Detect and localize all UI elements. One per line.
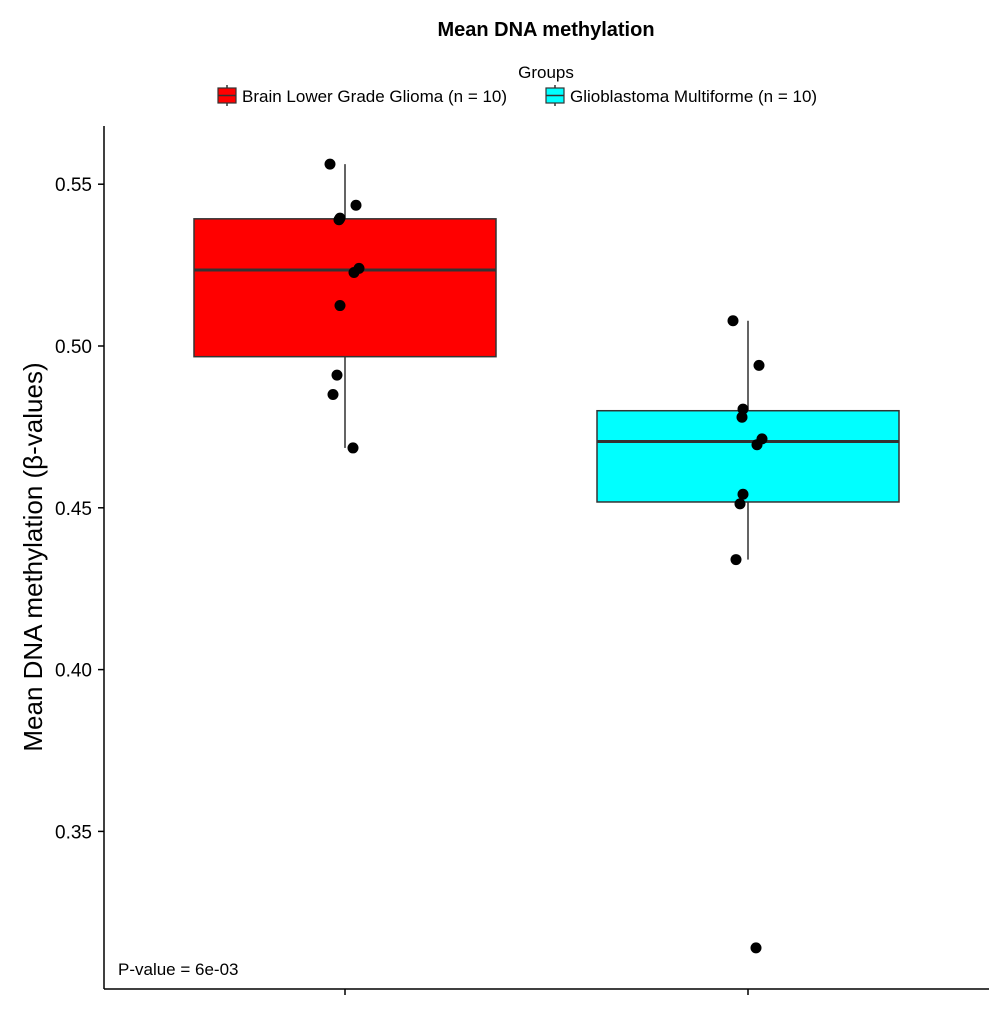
data-point bbox=[753, 359, 765, 371]
data-point bbox=[737, 488, 749, 500]
box-group-1 bbox=[193, 158, 497, 454]
y-tick-label: 0.55 bbox=[55, 175, 92, 196]
y-tick-label: 0.50 bbox=[55, 337, 92, 358]
data-point bbox=[734, 498, 746, 510]
data-point bbox=[350, 199, 362, 211]
legend-entry-2: Glioblastoma Multiforme (n = 10) bbox=[545, 85, 817, 106]
legend-label-2: Glioblastoma Multiforme (n = 10) bbox=[570, 87, 817, 106]
data-point bbox=[736, 411, 748, 423]
box-group-2 bbox=[596, 315, 900, 954]
legend: Groups Brain Lower Grade Glioma (n = 10)… bbox=[217, 63, 817, 106]
data-point bbox=[737, 403, 749, 415]
data-point bbox=[751, 439, 763, 451]
box bbox=[193, 218, 497, 358]
box bbox=[596, 409, 900, 503]
data-point bbox=[727, 315, 739, 327]
data-point bbox=[327, 389, 339, 401]
data-point bbox=[730, 554, 742, 566]
data-point bbox=[331, 369, 343, 381]
y-axis-label: Mean DNA methylation (β-values) bbox=[18, 362, 48, 751]
data-point bbox=[334, 300, 346, 312]
data-point bbox=[750, 942, 762, 954]
legend-entry-1: Brain Lower Grade Glioma (n = 10) bbox=[217, 85, 507, 106]
data-point bbox=[348, 267, 360, 279]
legend-label-1: Brain Lower Grade Glioma (n = 10) bbox=[242, 87, 507, 106]
data-point bbox=[324, 158, 336, 170]
y-tick-label: 0.40 bbox=[55, 661, 92, 682]
p-value-annotation: P-value = 6e-03 bbox=[118, 960, 239, 979]
data-point bbox=[333, 214, 345, 226]
data-point bbox=[347, 442, 359, 454]
y-tick-label: 0.35 bbox=[55, 822, 92, 843]
chart-title: Mean DNA methylation bbox=[437, 19, 654, 41]
legend-title: Groups bbox=[518, 63, 574, 82]
plot-area bbox=[193, 158, 900, 954]
y-tick-label: 0.45 bbox=[55, 499, 92, 520]
